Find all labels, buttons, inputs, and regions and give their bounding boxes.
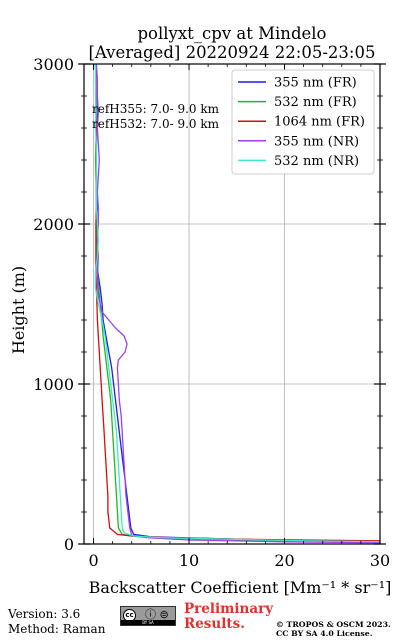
legend: 355 nm (FR) 532 nm (FR) 1064 nm (FR) 355 nm… xyxy=(231,69,375,175)
cc-badge-caption: BY SA xyxy=(121,620,175,625)
x-tick-label: 20 xyxy=(274,551,294,570)
y-tick-label: 0 xyxy=(64,535,74,554)
series-line-3 xyxy=(95,64,380,544)
legend-label-0: 355 nm (FR) xyxy=(274,76,357,91)
legend-label-3: 355 nm (NR) xyxy=(274,134,359,149)
series-lines xyxy=(94,64,380,544)
preliminary-results-note: Preliminary Results. xyxy=(184,602,273,632)
ref-height-532-label: refH532: 7.0- 9.0 km xyxy=(92,117,220,131)
legend-box xyxy=(231,69,375,175)
x-tick-label: 30 xyxy=(370,551,390,570)
series-line-4 xyxy=(94,64,380,543)
reference-height-annotations: refH355: 7.0- 9.0 km refH532: 7.0- 9.0 k… xyxy=(92,102,220,131)
y-tick-label: 2000 xyxy=(33,215,74,234)
chart-title-line1: pollyxt_cpv at Mindelo xyxy=(137,24,327,43)
copyright-note: © TROPOS & OSCM 2023. CC BY SA 4.0 Licen… xyxy=(276,620,391,638)
legend-label-1: 532 nm (FR) xyxy=(274,95,357,110)
y-tick-label: 1000 xyxy=(33,375,74,394)
copyright-line2: CC BY SA 4.0 License. xyxy=(276,629,373,638)
legend-label-2: 1064 nm (FR) xyxy=(274,115,365,130)
y-axis-label: Height (m) xyxy=(9,266,28,354)
chart-title-line2: [Averaged] 20220924 22:05-23:05 xyxy=(88,43,376,62)
version-label: Version: 3.6 xyxy=(8,607,81,621)
method-label: Method: Raman xyxy=(8,622,106,636)
series-line-1 xyxy=(94,64,380,543)
x-tick-label: 10 xyxy=(179,551,199,570)
plot-frame xyxy=(83,63,381,545)
x-tick-label: 0 xyxy=(88,551,98,570)
cc-license-badge: cc ⓘ ⊜ BY SA xyxy=(120,606,176,626)
ref-height-355-label: refH355: 7.0- 9.0 km xyxy=(92,102,220,116)
by-sa-icon: ⓘ ⊜ xyxy=(145,608,169,621)
x-axis-label: Backscatter Coefficient [Mm⁻¹ * sr⁻¹] xyxy=(89,578,392,597)
y-tick-label: 3000 xyxy=(33,55,74,74)
copyright-line1: © TROPOS & OSCM 2023. xyxy=(276,620,391,629)
preliminary-line2: Results. xyxy=(184,616,245,632)
preliminary-line1: Preliminary xyxy=(184,601,274,617)
legend-label-4: 532 nm (NR) xyxy=(274,154,359,169)
ticks: 0 10 20 30 0 1000 2000 3000 xyxy=(33,55,390,570)
